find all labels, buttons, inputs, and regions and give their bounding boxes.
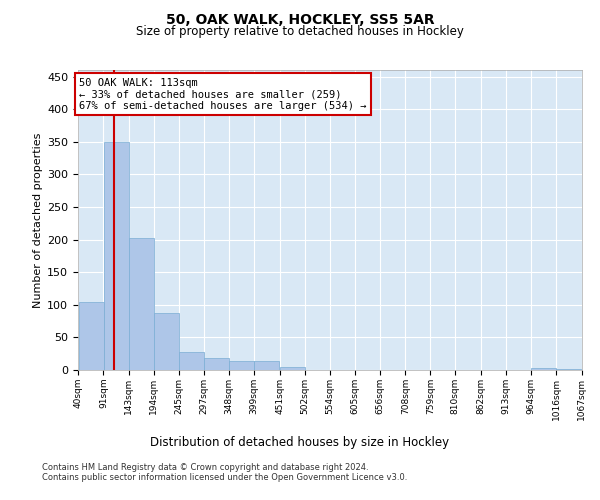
- Text: Size of property relative to detached houses in Hockley: Size of property relative to detached ho…: [136, 25, 464, 38]
- Y-axis label: Number of detached properties: Number of detached properties: [33, 132, 43, 308]
- Bar: [79, 302, 104, 370]
- Bar: [205, 358, 229, 370]
- Bar: [531, 368, 556, 370]
- Bar: [154, 312, 179, 370]
- Bar: [254, 361, 280, 370]
- Bar: [129, 238, 154, 370]
- Text: Contains HM Land Registry data © Crown copyright and database right 2024.: Contains HM Land Registry data © Crown c…: [42, 464, 368, 472]
- Bar: [104, 142, 128, 370]
- Bar: [280, 366, 305, 370]
- Text: Contains public sector information licensed under the Open Government Licence v3: Contains public sector information licen…: [42, 474, 407, 482]
- Text: 50 OAK WALK: 113sqm
← 33% of detached houses are smaller (259)
67% of semi-detac: 50 OAK WALK: 113sqm ← 33% of detached ho…: [79, 78, 367, 110]
- Bar: [556, 368, 581, 370]
- Text: Distribution of detached houses by size in Hockley: Distribution of detached houses by size …: [151, 436, 449, 449]
- Text: 50, OAK WALK, HOCKLEY, SS5 5AR: 50, OAK WALK, HOCKLEY, SS5 5AR: [166, 12, 434, 26]
- Bar: [179, 352, 204, 370]
- Bar: [229, 361, 254, 370]
